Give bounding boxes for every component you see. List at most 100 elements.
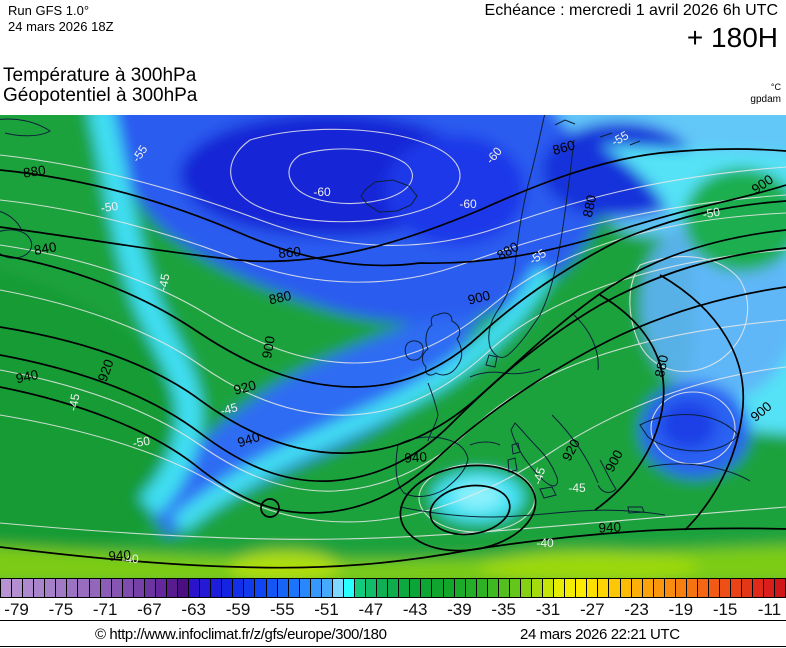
colorbar-cell bbox=[653, 579, 665, 597]
model-run-line2: 24 mars 2026 18Z bbox=[8, 19, 114, 34]
colorbar-cell bbox=[631, 579, 643, 597]
temperature-label: -40 bbox=[121, 552, 139, 566]
colorbar-cell bbox=[709, 579, 721, 597]
colorbar-cell bbox=[310, 579, 322, 597]
colorbar-tick: -75 bbox=[48, 600, 74, 619]
colorbar-cell bbox=[520, 579, 532, 597]
colorbar-cell bbox=[587, 579, 599, 597]
temperature-label: -50 bbox=[132, 434, 152, 451]
colorbar-cell bbox=[753, 579, 765, 597]
generation-timestamp: 24 mars 2026 22:21 UTC bbox=[520, 626, 680, 643]
colorbar-tick: -67 bbox=[137, 600, 162, 619]
geopotential-label: 940 bbox=[14, 367, 39, 386]
temperature-label: -45 bbox=[156, 272, 173, 292]
colorbar-cell bbox=[532, 579, 544, 597]
colorbar-tick: -55 bbox=[269, 600, 295, 619]
geopotential-unit-label: gpdam bbox=[750, 94, 781, 105]
colorbar-cell bbox=[332, 579, 344, 597]
colorbar-cell bbox=[178, 579, 190, 597]
colorbar-cell bbox=[266, 579, 278, 597]
geopotential-contours bbox=[0, 148, 786, 569]
colorbar-cell bbox=[731, 579, 743, 597]
colorbar-cell bbox=[200, 579, 212, 597]
geopotential-label: 880 bbox=[580, 193, 599, 218]
footer-bar: © http://www.infoclimat.fr/z/gfs/europe/… bbox=[0, 620, 786, 647]
colorbar-cell bbox=[255, 579, 267, 597]
colorbar-tick: -23 bbox=[624, 600, 649, 619]
colorbar-cell bbox=[554, 579, 566, 597]
colorbar-cell bbox=[775, 579, 786, 597]
colorbar-cell bbox=[166, 579, 178, 597]
colorbar-cell bbox=[189, 579, 201, 597]
colorbar-cell bbox=[476, 579, 488, 597]
parameter-title: Température à 300hPa Géopotentiel à 300h… bbox=[3, 66, 197, 106]
colorbar-cell bbox=[509, 579, 521, 597]
colorbar-cell bbox=[34, 579, 46, 597]
temperature-field bbox=[0, 115, 786, 578]
colorbar-tick: -63 bbox=[181, 600, 207, 619]
temperature-colorbar bbox=[0, 578, 786, 598]
colorbar-cell bbox=[100, 579, 112, 597]
colorbar-cell bbox=[78, 579, 90, 597]
colorbar-cell bbox=[299, 579, 311, 597]
colorbar-cell bbox=[598, 579, 610, 597]
colorbar-tick: -51 bbox=[314, 600, 339, 619]
colorbar-cell bbox=[421, 579, 433, 597]
colorbar-cell bbox=[222, 579, 234, 597]
colorbar-cell bbox=[67, 579, 79, 597]
parameter-title-line1: Température à 300hPa bbox=[3, 65, 197, 86]
colorbar-tick: -43 bbox=[402, 600, 428, 619]
geopotential-label: 880 bbox=[22, 163, 46, 181]
colorbar-cell bbox=[111, 579, 123, 597]
colorbar-cell bbox=[642, 579, 654, 597]
colorbar-cell bbox=[487, 579, 499, 597]
colorbar-cell bbox=[355, 579, 367, 597]
colorbar-cell bbox=[576, 579, 588, 597]
geopotential-label: 900 bbox=[466, 288, 491, 308]
geopotential-label: 940 bbox=[404, 449, 428, 466]
colorbar-cell bbox=[686, 579, 698, 597]
colorbar-cell bbox=[465, 579, 477, 597]
colorbar-cell bbox=[321, 579, 333, 597]
temperature-label: -40 bbox=[536, 536, 554, 550]
colorbar-cell bbox=[720, 579, 732, 597]
colorbar-cell bbox=[155, 579, 167, 597]
temperature-label: -45 bbox=[568, 481, 586, 495]
colorbar-cell bbox=[620, 579, 632, 597]
colorbar-cell bbox=[742, 579, 754, 597]
geopotential-label: 840 bbox=[33, 239, 58, 258]
colorbar-cell bbox=[410, 579, 422, 597]
geopotential-label: 860 bbox=[551, 137, 577, 158]
temperature-contour-labels: -60-60-60-55-55-55-50 -50-50-45-45-45-45-… bbox=[66, 128, 722, 566]
colorbar-cell bbox=[664, 579, 676, 597]
colorbar-cell bbox=[56, 579, 68, 597]
valid-time-label: Echéance : mercredi 1 avril 2026 6h UTC bbox=[484, 2, 778, 19]
geopotential-label: 880 bbox=[267, 288, 292, 307]
weather-map: -60 -60 -60 -55 -55 -55 -50 -50 -50 -45 -45 -45 -45-… bbox=[0, 115, 786, 578]
colorbar-cell bbox=[23, 579, 35, 597]
colorbar-cell bbox=[764, 579, 776, 597]
colorbar-tick: -11 bbox=[757, 600, 782, 619]
temperature-label: -50 bbox=[702, 205, 722, 222]
geopotential-label: 880 bbox=[652, 353, 671, 378]
temperature-label: -45 bbox=[530, 465, 548, 486]
colorbar-tick: -35 bbox=[491, 600, 516, 619]
colorbar-cell bbox=[399, 579, 411, 597]
temperature-label: -50 bbox=[100, 199, 119, 215]
colorbar-cell bbox=[133, 579, 145, 597]
geopotential-label: 940 bbox=[108, 547, 132, 564]
colorbar-tick: -59 bbox=[225, 600, 251, 619]
colorbar-cell bbox=[565, 579, 577, 597]
colorbar-tick: -31 bbox=[535, 600, 561, 619]
parameter-title-line2: Géopotentiel à 300hPa bbox=[3, 85, 198, 106]
geopotential-label: 920 bbox=[232, 377, 258, 397]
forecast-hour-label: + 180H bbox=[686, 22, 778, 53]
colorbar-cell bbox=[366, 579, 378, 597]
colorbar-cell bbox=[288, 579, 300, 597]
temperature-contours bbox=[0, 128, 786, 540]
temperature-label: -45 bbox=[219, 400, 240, 418]
colorbar-cell bbox=[498, 579, 510, 597]
colorbar-cell bbox=[343, 579, 355, 597]
colorbar-cell bbox=[244, 579, 256, 597]
